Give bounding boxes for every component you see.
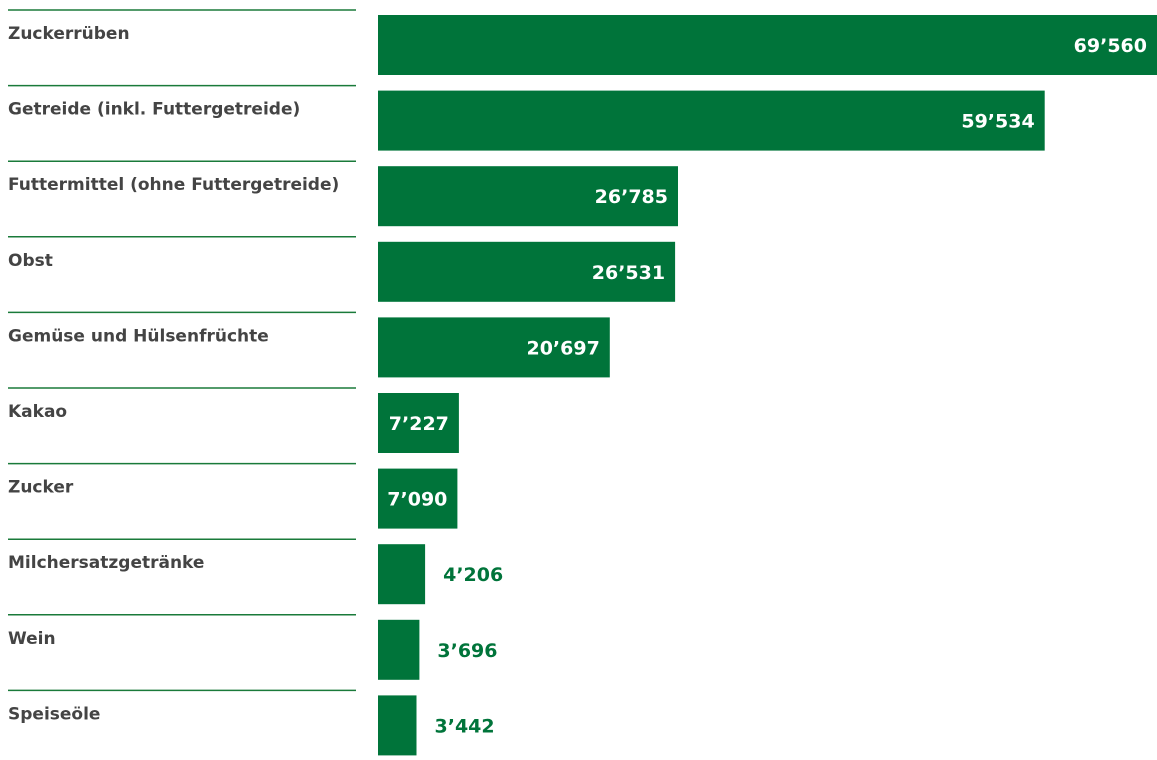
category-label: Futtermittel (ohne Futtergetreide) <box>8 175 339 195</box>
bar <box>378 544 426 605</box>
value-label: 7’227 <box>389 413 449 435</box>
bar <box>378 241 676 302</box>
bar <box>378 15 1157 75</box>
value-label: 3’696 <box>437 640 497 662</box>
value-label: 26’785 <box>595 186 668 208</box>
category-label: Speiseöle <box>8 704 100 724</box>
bar <box>378 695 417 756</box>
value-label: 20’697 <box>526 337 599 359</box>
category-label: Obst <box>8 251 53 271</box>
bar <box>378 166 678 227</box>
bar <box>378 619 420 680</box>
value-label: 3’442 <box>435 715 495 737</box>
value-label: 7’090 <box>387 489 447 511</box>
bar <box>378 393 459 453</box>
bar <box>378 90 1045 151</box>
category-label: Gemüse und Hülsenfrüchte <box>8 326 269 346</box>
category-label: Zucker <box>8 478 74 498</box>
bar <box>378 468 458 529</box>
value-label: 59’534 <box>961 111 1034 133</box>
category-label: Zuckerrüben <box>8 24 130 44</box>
value-label: 69’560 <box>1074 35 1147 57</box>
category-label: Milchersatzgetränke <box>8 553 204 573</box>
bar <box>378 317 610 378</box>
category-label: Wein <box>8 629 56 649</box>
value-label: 4’206 <box>443 564 503 586</box>
value-label: 26’531 <box>592 262 665 284</box>
category-label: Getreide (inkl. Futtergetreide) <box>8 100 300 120</box>
category-label: Kakao <box>8 402 67 422</box>
